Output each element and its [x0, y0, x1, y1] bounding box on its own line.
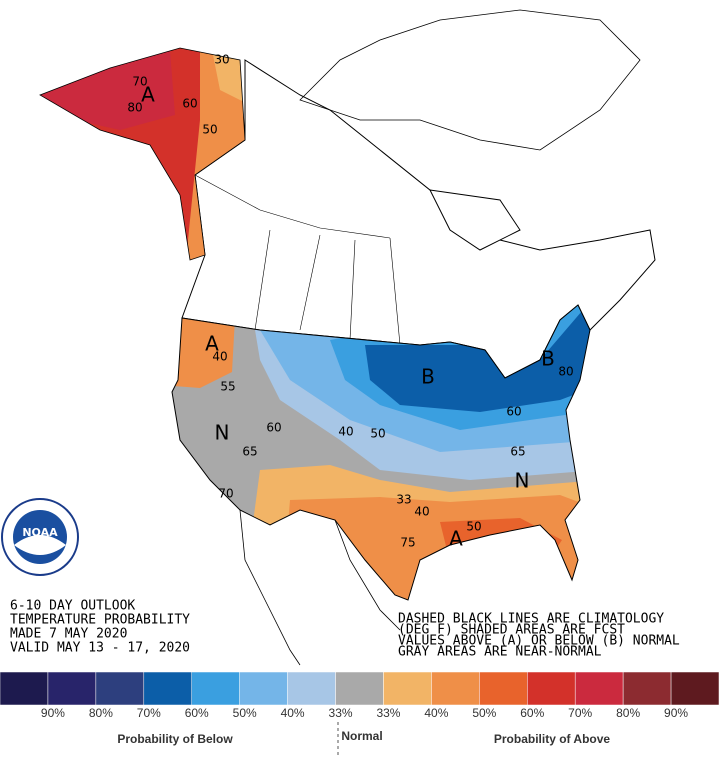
map-label: 40: [338, 425, 353, 439]
legend-label: 40%: [281, 706, 305, 720]
legend-above: Probability of Above: [494, 732, 611, 746]
legend-label: 60%: [185, 706, 209, 720]
legend-swatch: [622, 671, 672, 706]
map-label: 75: [400, 536, 415, 550]
note-line: VALUES ABOVE (A) OR BELOW (B) NORMAL: [398, 634, 680, 649]
legend-swatch: [191, 671, 240, 706]
map-label: A: [449, 527, 463, 551]
map-label: 60: [182, 97, 197, 111]
legend-label: 90%: [664, 706, 688, 720]
map-label: 70: [132, 75, 147, 89]
map-label: 55: [220, 380, 235, 394]
legend-label: 33%: [329, 706, 353, 720]
legend-label: 70%: [568, 706, 592, 720]
map-label: 33: [396, 493, 411, 507]
outlook-line: 6-10 DAY OUTLOOK: [10, 599, 135, 614]
map-label: B: [421, 365, 435, 389]
map-label: 50: [466, 520, 481, 534]
outlook-line: MADE 7 MAY 2020: [10, 627, 127, 642]
outlook-line: VALID MAY 13 - 17, 2020: [10, 641, 190, 656]
legend-label: 70%: [137, 706, 161, 720]
map-label: N: [215, 421, 230, 445]
legend-swatch: [574, 671, 624, 706]
legend: 90% 80% 70% 60% 50% 40% 33% 33% 40% 50% 60% 70% 80% 9…: [0, 671, 719, 720]
logo: NOAA: [1, 498, 79, 576]
legend-below: Probability of Below: [117, 732, 233, 746]
legend-label: 80%: [616, 706, 640, 720]
legend-swatch: [239, 671, 288, 706]
map-label: B: [541, 347, 555, 371]
outlook-line: TEMPERATURE PROBABILITY: [10, 613, 190, 628]
legend-swatch: [527, 671, 576, 706]
legend-normal: Normal: [341, 729, 382, 743]
notes-text: DASHED BLACK LINES ARE CLIMATOLOGY(DEG F…: [398, 612, 680, 660]
legend-swatch: [47, 671, 97, 706]
us-outline: [171, 304, 591, 601]
legend-swatch: [95, 671, 145, 706]
note-line: GRAY AREAS ARE NEAR-NORMAL: [398, 645, 602, 660]
legend-label: 90%: [41, 706, 65, 720]
legend-label: 50%: [233, 706, 257, 720]
map-label: 80: [127, 101, 142, 115]
legend-swatch: [670, 671, 719, 706]
logo-text: NOAA: [22, 526, 58, 539]
legend-swatch: [0, 671, 49, 706]
legend-label: 80%: [89, 706, 113, 720]
legend-label: 33%: [376, 706, 400, 720]
map-label: A: [141, 83, 155, 107]
map-label: 65: [510, 445, 525, 459]
map-label: 70: [218, 487, 233, 501]
legend-swatch: [335, 671, 384, 706]
map-label: 50: [202, 123, 217, 137]
map-label: 65: [242, 445, 257, 459]
legend-swatch: [479, 671, 528, 706]
legend-label: 50%: [472, 706, 496, 720]
mexico: [239, 509, 401, 666]
legend-swatch: [143, 671, 192, 706]
legend-swatch: [287, 671, 336, 706]
map-label: 50: [370, 427, 385, 441]
map-label: 40: [212, 350, 227, 364]
legend-label: 60%: [520, 706, 544, 720]
legend-label: 40%: [424, 706, 448, 720]
legend-swatch: [431, 671, 480, 706]
map-label: 40: [414, 505, 429, 519]
note-line: (DEG F) SHADED AREAS ARE FCST: [398, 623, 625, 638]
map-label: A: [205, 332, 219, 356]
alaska-outline: [39, 47, 246, 261]
map-label: 60: [506, 405, 521, 419]
note-line: DASHED BLACK LINES ARE CLIMATOLOGY: [398, 612, 664, 627]
map-label: 60: [266, 421, 281, 435]
map-label: 30: [214, 53, 229, 67]
legend-swatch: [383, 671, 432, 706]
map-label: N: [515, 469, 530, 493]
map-label: 80: [558, 365, 573, 379]
